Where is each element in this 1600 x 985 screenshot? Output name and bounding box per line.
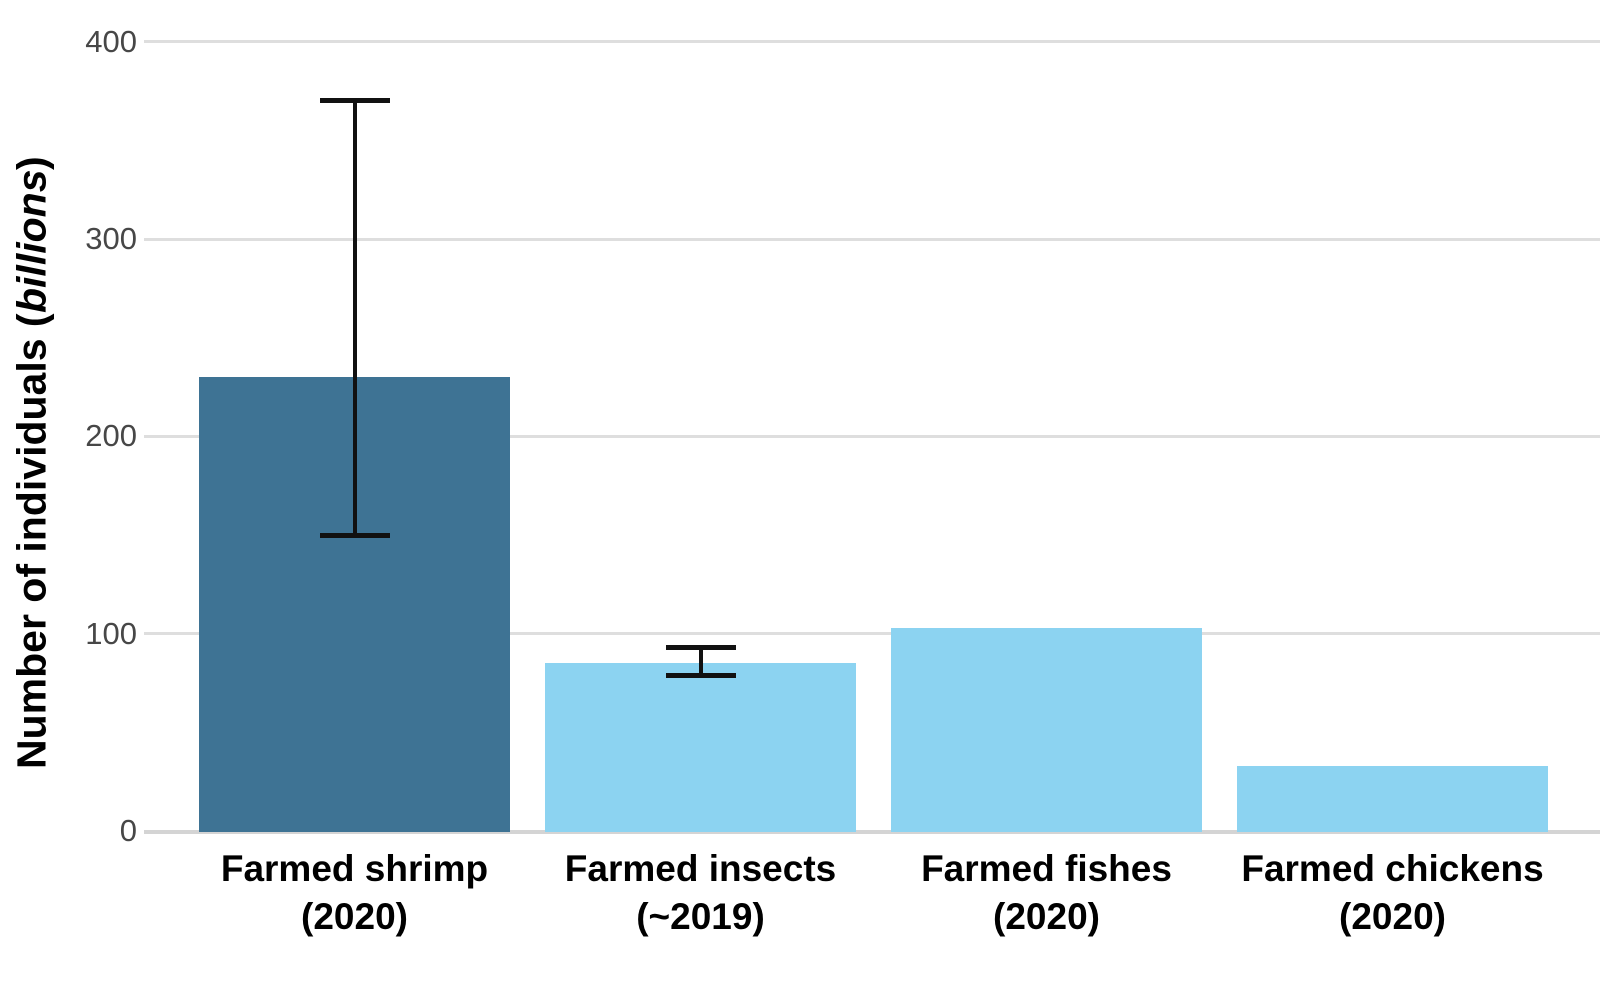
bar	[545, 663, 856, 832]
gridline	[144, 434, 1600, 438]
category-label: Farmed fishes (2020)	[874, 845, 1220, 941]
category-label-line1: Farmed insects	[564, 848, 837, 889]
category-label-line2: (2020)	[1339, 896, 1446, 937]
bar	[891, 627, 1202, 832]
error-bar-line	[698, 647, 703, 676]
y-tick-label: 300	[85, 221, 137, 257]
y-tick-label: 200	[85, 418, 137, 454]
y-tick-label: 100	[85, 615, 137, 651]
error-bar-cap	[319, 98, 390, 104]
x-axis-baseline	[144, 830, 1600, 834]
error-bar-cap	[665, 672, 736, 678]
category-label-line1: Farmed shrimp	[220, 848, 489, 889]
y-tick-label: 0	[119, 813, 137, 848]
category-label-line1: Farmed chickens	[1241, 848, 1544, 889]
category-label-line2: (2020)	[993, 896, 1100, 937]
error-bar-cap	[665, 644, 736, 650]
gridline	[144, 40, 1600, 44]
error-bar-line	[352, 100, 357, 535]
y-tick-label: 400	[85, 23, 137, 59]
bar	[1237, 765, 1548, 832]
y-axis-title-suffix: )	[8, 156, 55, 170]
error-bar-cap	[319, 532, 390, 538]
category-label-line1: Farmed fishes	[921, 848, 1172, 889]
category-label: Farmed shrimp (2020)	[182, 845, 528, 941]
category-label-line2: (~2019)	[636, 896, 765, 937]
category-label: Farmed chickens (2020)	[1220, 845, 1566, 941]
category-label-line2: (2020)	[301, 896, 408, 937]
gridline	[144, 632, 1600, 636]
category-label: Farmed insects (~2019)	[528, 845, 874, 941]
gridline	[144, 237, 1600, 241]
y-axis-title-prefix: Number of individuals (	[8, 313, 55, 769]
